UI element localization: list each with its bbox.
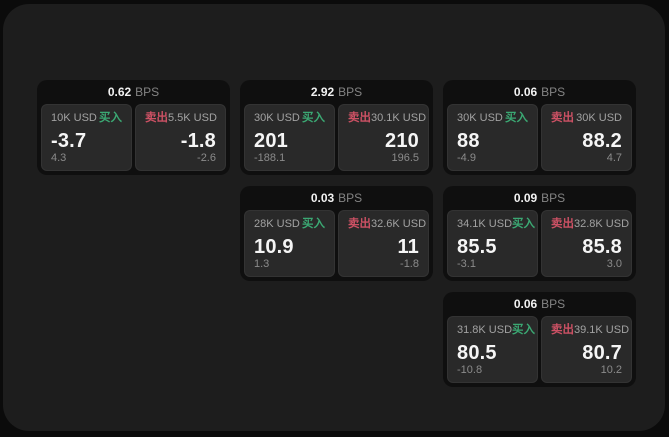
sell-amount: 39.1K USD [574,324,630,337]
card-header: 0.06 BPS [443,292,636,316]
buy-label: 买入 [505,112,528,124]
sell-panel[interactable]: 卖出 30.1K USD 210 196.5 [338,104,429,171]
sell-price: 88.2 [582,129,622,152]
bps-value: 2.92 [310,85,335,99]
buy-label: 买入 [99,112,122,124]
quote-card-2: 2.92 BPS 30K USD 买入 201 -188.1 卖出 30.1K … [240,80,433,175]
buy-price: 80.5 [457,341,497,364]
sell-label: 卖出 [551,324,574,336]
buy-amount: 30K USD [457,112,503,125]
sell-amount: 32.8K USD [574,218,630,231]
quote-panels: 30K USD 买入 88 -4.9 卖出 30K USD 88.2 4.7 [443,104,636,175]
buy-panel[interactable]: 10K USD 买入 -3.7 4.3 [41,104,132,171]
quote-card-4: 0.03 BPS 28K USD 买入 10.9 1.3 卖出 32.6K US… [240,186,433,281]
card-header: 2.92 BPS [240,80,433,104]
sell-price: 11 [397,235,419,258]
main-surface: 0.62 BPS 10K USD 买入 -3.7 4.3 卖出 5.5K USD… [3,4,665,431]
sell-panel[interactable]: 卖出 32.8K USD 85.8 3.0 [541,210,632,277]
sell-label: 卖出 [551,112,574,124]
sell-delta: 10.2 [600,364,622,376]
sell-delta: 3.0 [606,258,622,270]
bps-value: 0.06 [513,85,538,99]
sell-amount: 5.5K USD [168,112,217,125]
buy-panel[interactable]: 34.1K USD 买入 85.5 -3.1 [447,210,538,277]
sell-panel[interactable]: 卖出 30K USD 88.2 4.7 [541,104,632,171]
bps-suffix-label: BPS [541,85,566,99]
buy-delta: -188.1 [254,152,286,164]
buy-delta: 4.3 [51,152,67,164]
quote-card-5: 0.09 BPS 34.1K USD 买入 85.5 -3.1 卖出 32.8K… [443,186,636,281]
buy-label: 买入 [512,324,536,336]
sell-panel[interactable]: 卖出 39.1K USD 80.7 10.2 [541,316,632,383]
sell-panel[interactable]: 卖出 5.5K USD -1.8 -2.6 [135,104,226,171]
quote-panels: 30K USD 买入 201 -188.1 卖出 30.1K USD 210 1… [240,104,433,175]
bps-value: 0.03 [310,191,335,205]
sell-amount: 32.6K USD [371,218,427,231]
sell-amount: 30.1K USD [371,112,427,125]
bps-suffix-label: BPS [338,191,363,205]
quote-panels: 31.8K USD 买入 80.5 -10.8 卖出 39.1K USD 80.… [443,316,636,387]
buy-panel[interactable]: 30K USD 买入 201 -188.1 [244,104,335,171]
bps-value: 0.09 [513,191,538,205]
buy-panel[interactable]: 28K USD 买入 10.9 1.3 [244,210,335,277]
buy-delta: 1.3 [254,258,270,270]
buy-price: -3.7 [51,129,87,152]
bps-value: 0.62 [107,85,132,99]
buy-amount: 28K USD [254,218,300,231]
buy-panel[interactable]: 31.8K USD 买入 80.5 -10.8 [447,316,538,383]
buy-amount: 34.1K USD [457,218,513,231]
sell-label: 卖出 [348,218,371,230]
buy-label: 买入 [512,218,536,230]
sell-price: 80.7 [582,341,622,364]
sell-delta: 196.5 [391,152,419,164]
buy-price: 88 [457,129,480,152]
sell-price: 210 [385,129,419,152]
buy-panel[interactable]: 30K USD 买入 88 -4.9 [447,104,538,171]
buy-delta: -10.8 [457,364,483,376]
sell-amount: 30K USD [576,112,622,125]
buy-delta: -3.1 [457,258,476,270]
quote-panels: 34.1K USD 买入 85.5 -3.1 卖出 32.8K USD 85.8… [443,210,636,281]
sell-delta: 4.7 [606,152,622,164]
sell-delta: -2.6 [197,152,216,164]
quote-card-1: 0.62 BPS 10K USD 买入 -3.7 4.3 卖出 5.5K USD… [37,80,230,175]
quote-panels: 10K USD 买入 -3.7 4.3 卖出 5.5K USD -1.8 -2.… [37,104,230,175]
card-header: 0.06 BPS [443,80,636,104]
quote-panels: 28K USD 买入 10.9 1.3 卖出 32.6K USD 11 -1.8 [240,210,433,281]
sell-label: 卖出 [145,112,168,124]
bps-suffix-label: BPS [541,191,566,205]
sell-label: 卖出 [348,112,371,124]
quote-card-6: 0.06 BPS 31.8K USD 买入 80.5 -10.8 卖出 39.1… [443,292,636,387]
buy-price: 85.5 [457,235,497,258]
bps-value: 0.06 [513,297,538,311]
bps-suffix-label: BPS [541,297,566,311]
buy-label: 买入 [302,112,325,124]
buy-label: 买入 [302,218,325,230]
sell-delta: -1.8 [400,258,419,270]
buy-price: 10.9 [254,235,294,258]
buy-amount: 10K USD [51,112,97,125]
card-header: 0.03 BPS [240,186,433,210]
bps-suffix-label: BPS [338,85,363,99]
sell-panel[interactable]: 卖出 32.6K USD 11 -1.8 [338,210,429,277]
buy-price: 201 [254,129,288,152]
buy-delta: -4.9 [457,152,476,164]
sell-price: -1.8 [180,129,216,152]
card-header: 0.09 BPS [443,186,636,210]
sell-label: 卖出 [551,218,574,230]
bps-suffix-label: BPS [135,85,160,99]
quote-card-3: 0.06 BPS 30K USD 买入 88 -4.9 卖出 30K USD 8… [443,80,636,175]
card-header: 0.62 BPS [37,80,230,104]
sell-price: 85.8 [582,235,622,258]
buy-amount: 31.8K USD [457,324,513,337]
buy-amount: 30K USD [254,112,300,125]
